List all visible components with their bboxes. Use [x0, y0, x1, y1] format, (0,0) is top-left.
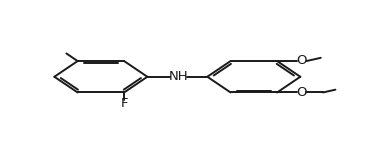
Text: F: F	[120, 97, 128, 110]
Text: O: O	[297, 54, 307, 67]
Text: O: O	[297, 86, 307, 99]
Text: NH: NH	[168, 70, 188, 83]
